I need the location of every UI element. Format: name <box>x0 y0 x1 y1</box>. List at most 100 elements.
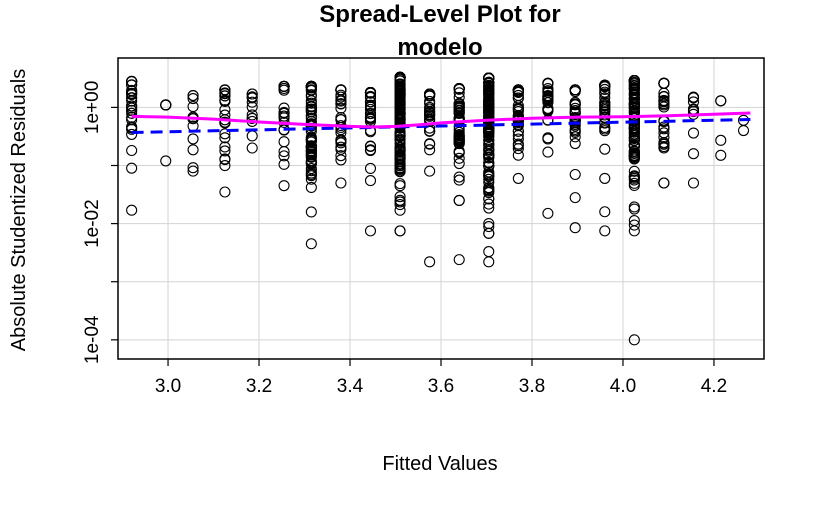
data-point-275 <box>364 96 377 108</box>
data-point-556 <box>483 173 495 185</box>
trend-lines <box>131 111 751 134</box>
data-point-438 <box>424 138 436 150</box>
data-point-19 <box>126 128 138 140</box>
data-point-933 <box>628 201 640 213</box>
data-point-420 <box>394 131 406 143</box>
data-point-759 <box>542 83 554 95</box>
data-point-378 <box>394 75 406 87</box>
data-point-432 <box>424 144 436 156</box>
data-point-42 <box>187 92 199 105</box>
data-point-789 <box>569 99 581 111</box>
data-point-1013 <box>715 149 727 161</box>
data-point-455 <box>424 88 436 100</box>
data-point-202 <box>305 145 317 157</box>
data-point-89 <box>278 136 290 148</box>
data-point-790 <box>569 137 581 150</box>
data-point-424 <box>394 71 406 83</box>
data-point-97 <box>278 150 290 162</box>
data-point-226 <box>335 84 347 96</box>
data-point-78 <box>246 96 258 108</box>
data-points <box>126 71 750 346</box>
data-point-219 <box>335 102 347 114</box>
data-point-47 <box>187 89 199 102</box>
data-point-232 <box>335 89 347 101</box>
data-point-276 <box>364 225 377 237</box>
data-point-499 <box>453 130 465 142</box>
data-point-687 <box>483 72 495 84</box>
data-point-82 <box>246 112 258 124</box>
data-point-681 <box>483 76 495 88</box>
data-point-609 <box>483 198 495 210</box>
data-point-217 <box>335 98 347 110</box>
data-point-229 <box>335 154 347 166</box>
data-point-797 <box>569 192 581 204</box>
data-point-18 <box>126 114 138 126</box>
data-point-758 <box>542 104 554 116</box>
data-point-85 <box>246 92 258 104</box>
data-point-761 <box>542 207 554 219</box>
data-point-1008 <box>687 91 700 103</box>
data-point-515 <box>453 194 465 207</box>
data-point-527 <box>453 98 465 110</box>
data-point-957 <box>628 174 640 186</box>
chart-title-line-2: modelo <box>397 34 482 61</box>
data-point-480 <box>453 87 465 99</box>
x-tick-label-1: 3.2 <box>246 376 272 397</box>
data-point-678 <box>483 130 495 142</box>
data-point-967 <box>628 93 640 105</box>
data-point-391 <box>394 196 406 208</box>
data-point-195 <box>305 156 317 168</box>
data-point-83 <box>246 130 258 142</box>
data-point-67 <box>219 95 231 107</box>
data-point-412 <box>394 92 406 104</box>
data-point-142 <box>305 125 317 137</box>
data-point-659 <box>483 218 495 230</box>
data-point-1015 <box>715 95 727 107</box>
data-point-418 <box>394 105 406 117</box>
data-point-522 <box>453 137 465 150</box>
data-point-704 <box>512 125 524 137</box>
x-axis-label: Fitted Values <box>382 453 497 475</box>
data-point-65 <box>219 141 231 153</box>
data-point-690 <box>483 246 495 258</box>
data-point-189 <box>305 104 317 116</box>
data-point-0 <box>126 162 138 174</box>
data-point-84 <box>246 101 258 113</box>
data-point-266 <box>364 99 377 112</box>
data-point-799 <box>599 172 611 184</box>
data-point-25 <box>126 79 138 91</box>
data-point-205 <box>305 141 317 153</box>
data-point-666 <box>483 139 495 151</box>
data-point-838 <box>599 79 611 92</box>
data-point-817 <box>599 125 611 137</box>
x-tick-label-0: 3.0 <box>155 376 181 397</box>
data-point-664 <box>483 157 495 169</box>
data-point-230 <box>335 143 347 155</box>
data-point-363 <box>394 145 406 158</box>
data-point-663 <box>483 160 495 172</box>
data-point-66 <box>219 145 231 157</box>
data-point-712 <box>512 143 524 155</box>
x-tick-label-2: 3.4 <box>337 376 364 397</box>
data-point-935 <box>628 203 640 215</box>
data-point-426 <box>394 141 406 153</box>
data-point-10 <box>126 84 138 96</box>
data-point-28 <box>126 95 138 107</box>
data-point-1001 <box>658 131 670 143</box>
data-point-760 <box>542 92 554 104</box>
data-point-178 <box>305 89 317 101</box>
data-point-726 <box>512 138 524 150</box>
data-point-601 <box>483 221 495 233</box>
chart-title-line-1: Spread-Level Plot for <box>319 1 560 28</box>
y-axis-label: Absolute Studentized Residuals <box>8 69 30 351</box>
data-point-465 <box>453 171 465 183</box>
data-point-994 <box>658 77 670 89</box>
data-point-342 <box>394 180 406 192</box>
data-point-521 <box>453 107 465 119</box>
data-point-841 <box>628 225 640 237</box>
data-point-672 <box>483 81 495 93</box>
data-point-965 <box>628 147 640 159</box>
data-point-528 <box>453 254 465 266</box>
data-point-668 <box>483 166 495 178</box>
